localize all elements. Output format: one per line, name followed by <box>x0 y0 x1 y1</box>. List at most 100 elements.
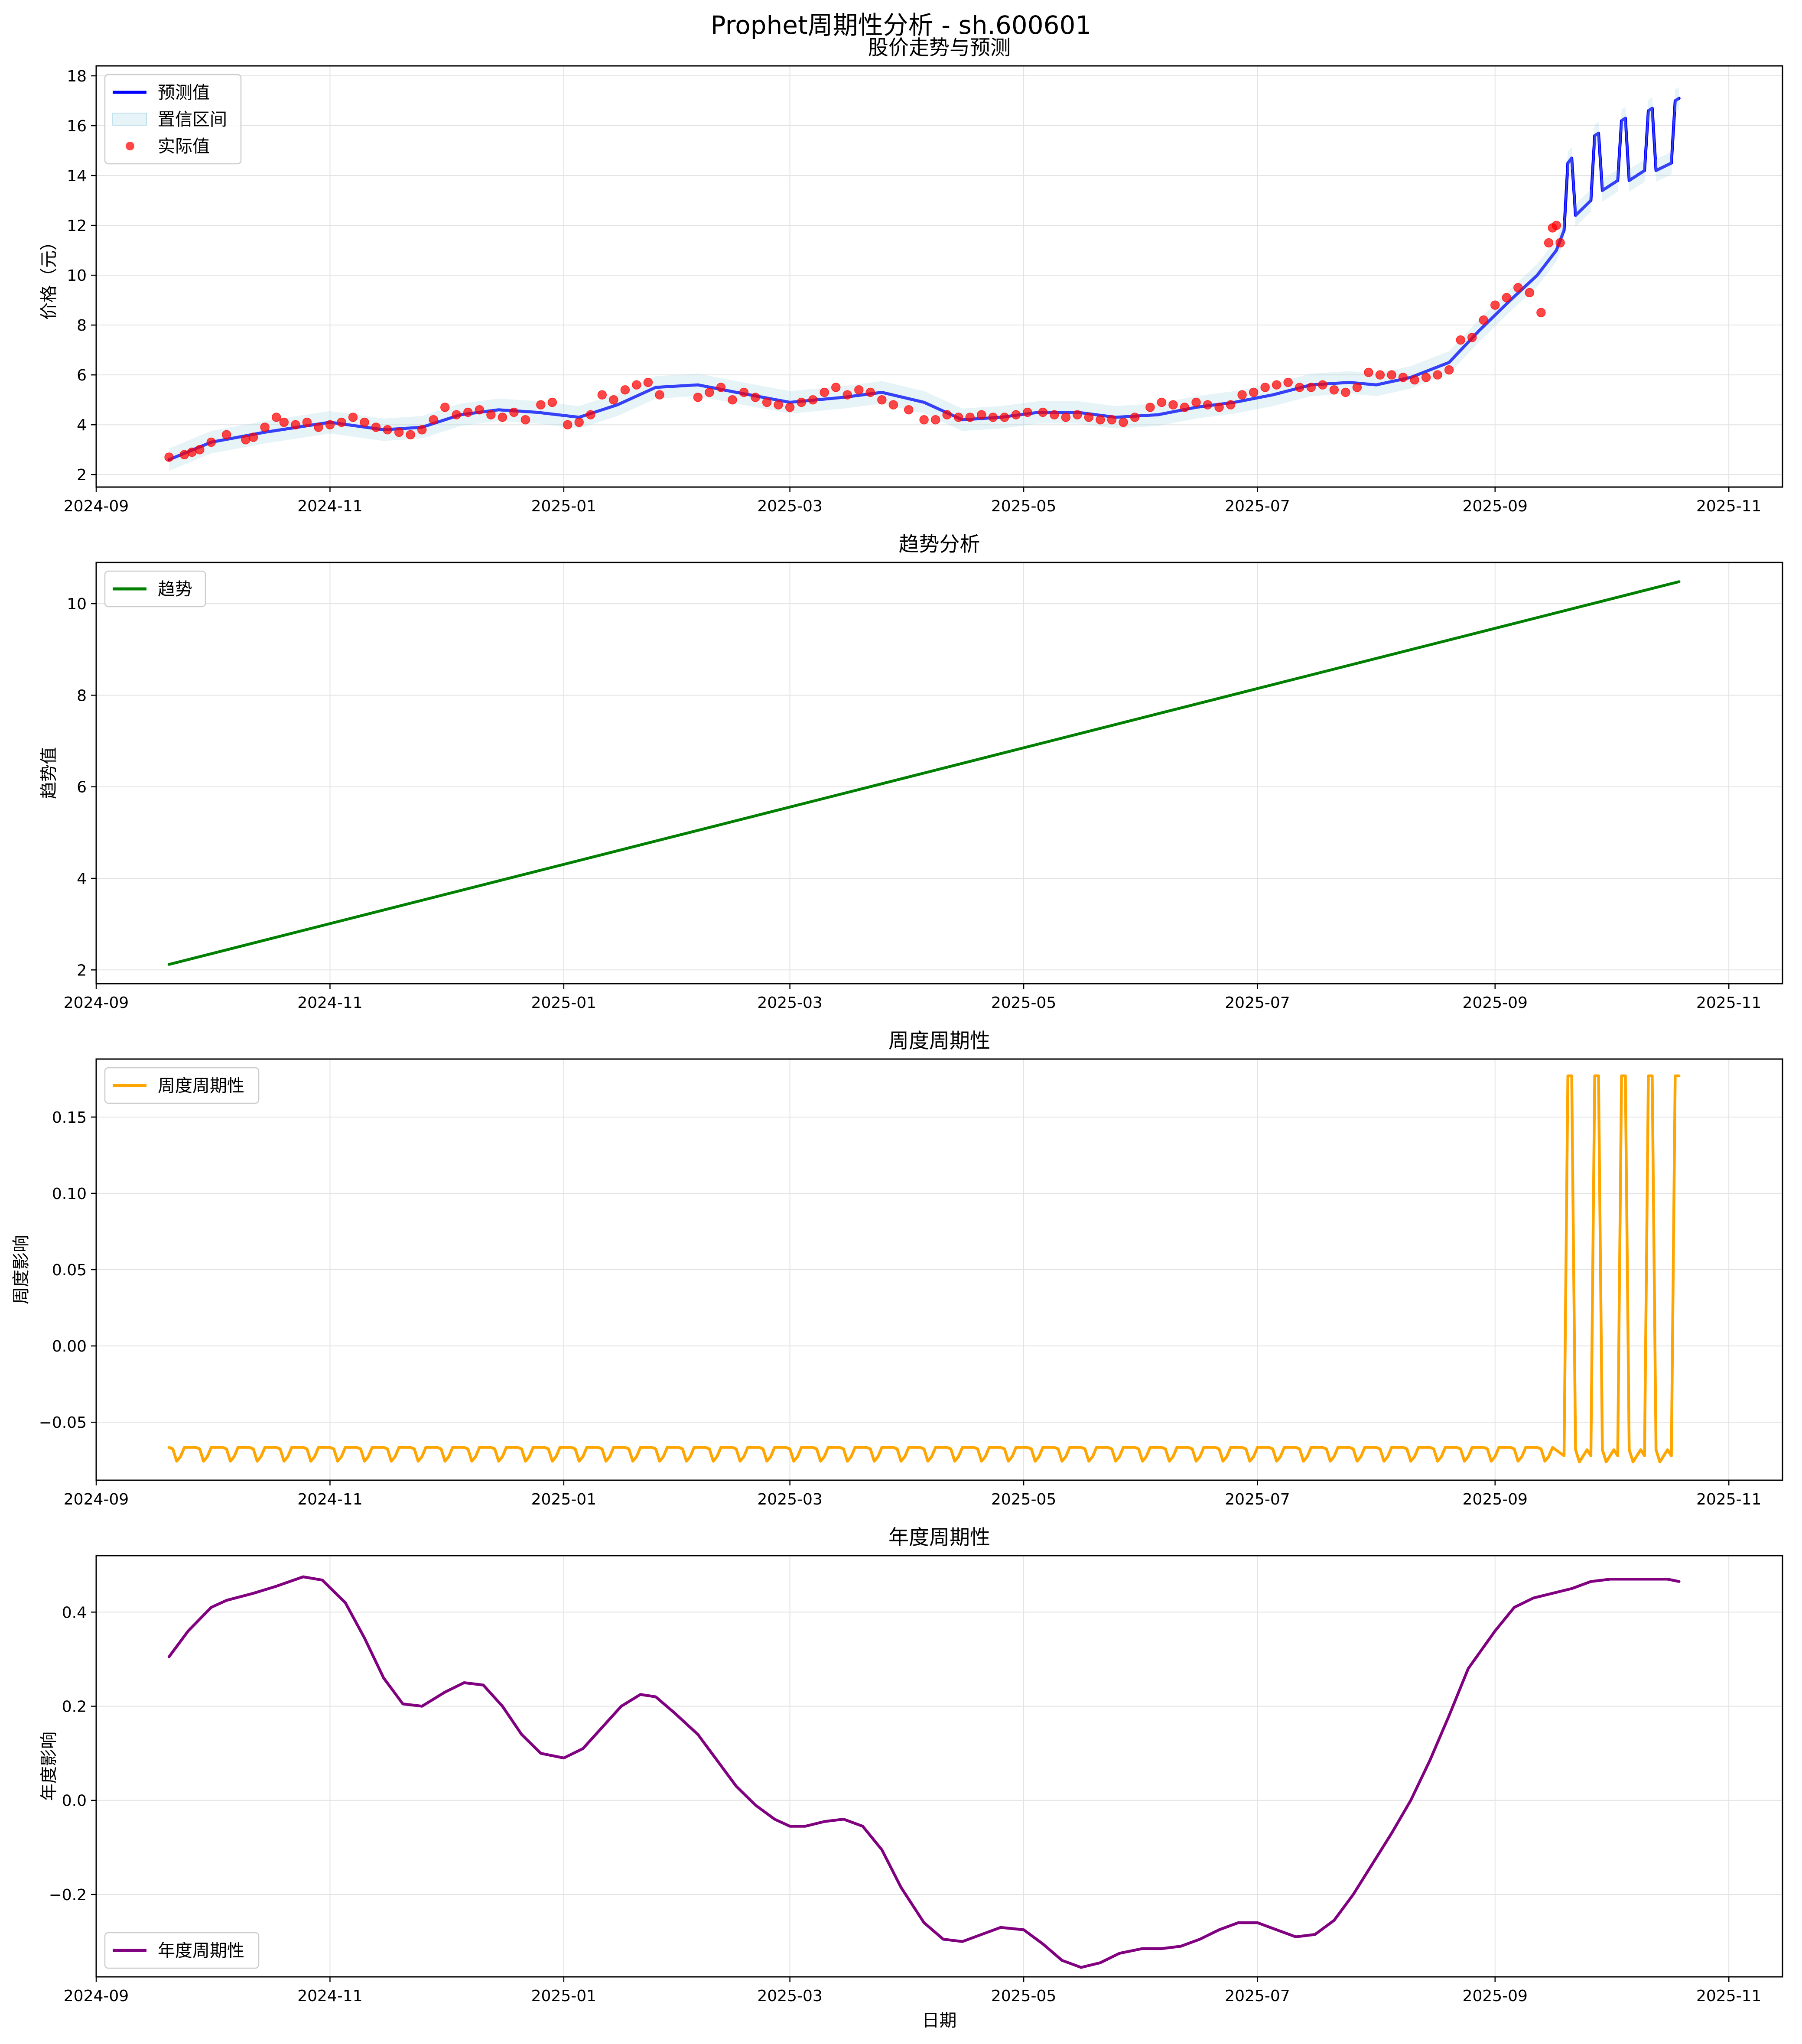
axes-frame <box>95 65 1783 488</box>
x-tick-label: 2024-09 <box>64 994 129 1012</box>
y-tick-label: 8 <box>77 317 87 335</box>
actual-point <box>206 437 216 447</box>
actual-point <box>1502 293 1512 302</box>
x-tick-label: 2025-01 <box>531 994 596 1012</box>
series-line <box>167 1074 1681 1463</box>
x-tick-label: 2025-01 <box>531 497 596 515</box>
actual-point <box>1084 413 1094 422</box>
actual-point <box>187 447 197 457</box>
actual-point <box>785 403 795 412</box>
legend-label: 年度周期性 <box>158 1941 244 1961</box>
y-tick-label: 0.15 <box>52 1109 87 1127</box>
x-tick-label: 2025-11 <box>1696 994 1761 1012</box>
y-tick-label: 10 <box>67 595 87 613</box>
actual-point <box>1410 375 1419 385</box>
actual-point <box>1023 407 1032 417</box>
actual-point <box>762 397 772 407</box>
panel-title: 年度周期性 <box>888 1526 990 1550</box>
actual-point <box>248 432 258 442</box>
actual-point <box>574 417 584 427</box>
x-tick-label: 2025-07 <box>1225 1491 1290 1508</box>
y-tick-label: 0.10 <box>52 1185 87 1203</box>
x-tick-label: 2025-03 <box>757 994 822 1012</box>
legend-marker-scatter <box>126 142 134 150</box>
actual-point <box>1119 417 1128 427</box>
actual-point <box>632 380 641 390</box>
panel-1: 股价走势与预测 2024-09 2024-11 2025-01 2025-03 2025-… <box>39 36 1783 515</box>
y-tick-label: 2 <box>77 466 87 484</box>
actual-point <box>302 417 312 427</box>
actual-point <box>463 407 473 417</box>
y-tick-label: 18 <box>67 68 87 85</box>
actual-point <box>1295 383 1304 392</box>
actual-point <box>643 377 653 387</box>
actual-point <box>452 410 462 419</box>
actual-point <box>325 420 335 429</box>
actual-point <box>1130 413 1140 422</box>
actual-point <box>1096 415 1105 425</box>
y-axis-label: 年度影响 <box>39 1732 59 1801</box>
y-tick-label: 4 <box>77 416 87 434</box>
legend-box <box>104 1067 260 1104</box>
actual-point <box>1555 238 1565 248</box>
plot-area <box>167 1074 1681 1463</box>
actual-point <box>1237 390 1247 400</box>
actual-point <box>498 413 507 422</box>
actual-point <box>1444 365 1454 375</box>
actual-point <box>988 413 998 422</box>
actual-point <box>854 385 864 395</box>
panel-2: 趋势分析 2024-09 2024-11 2025-01 2025-03 2025-05 2… <box>39 533 1783 1012</box>
actual-point <box>1050 410 1059 419</box>
x-tick-label: 2024-09 <box>64 497 129 515</box>
legend: 趋势 <box>104 570 206 608</box>
actual-point <box>942 410 952 419</box>
actual-point <box>586 410 595 419</box>
actual-point <box>1203 400 1213 409</box>
x-tick-label: 2025-03 <box>757 497 822 515</box>
actual-point <box>1145 403 1155 412</box>
actual-point <box>1191 397 1201 407</box>
actual-point <box>279 417 289 427</box>
y-tick-label: 4 <box>77 870 87 888</box>
panel-title: 趋势分析 <box>899 533 980 556</box>
x-tick-label: 2024-09 <box>64 1987 129 2005</box>
actual-point <box>609 395 618 405</box>
x-tick-label: 2024-11 <box>297 1491 362 1508</box>
plot-area <box>164 87 1681 471</box>
actual-point <box>360 417 369 427</box>
actual-point <box>919 415 929 425</box>
x-tick-label: 2024-11 <box>297 1987 362 2005</box>
actual-point <box>486 410 496 419</box>
actual-point <box>774 400 783 409</box>
actual-point <box>808 395 818 405</box>
actual-point <box>1352 383 1362 392</box>
actual-point <box>1433 370 1442 380</box>
y-tick-label: 0.05 <box>52 1261 87 1279</box>
y-tick-label: 6 <box>77 367 87 384</box>
actual-point <box>877 395 887 405</box>
actual-point <box>1061 413 1071 422</box>
y-tick-label: 0.00 <box>52 1338 87 1355</box>
x-tick-label: 2025-09 <box>1463 1491 1528 1508</box>
actual-point <box>314 422 323 432</box>
x-tick-label: 2025-05 <box>991 1491 1056 1508</box>
actual-point <box>1479 315 1488 325</box>
actual-point <box>406 430 415 439</box>
actual-point <box>1249 387 1259 397</box>
panel-title: 股价走势与预测 <box>868 36 1011 60</box>
actual-point <box>1038 407 1048 417</box>
legend-box <box>104 570 206 608</box>
legend-box <box>104 74 242 165</box>
legend-marker-band <box>112 113 147 126</box>
y-tick-label: 10 <box>67 267 87 285</box>
actual-point <box>348 413 358 422</box>
actual-point <box>271 413 281 422</box>
actual-point <box>728 395 737 405</box>
y-tick-label: −0.05 <box>39 1414 87 1432</box>
x-tick-label: 2025-03 <box>757 1491 822 1508</box>
actual-point <box>739 387 749 397</box>
actual-point <box>260 422 270 432</box>
